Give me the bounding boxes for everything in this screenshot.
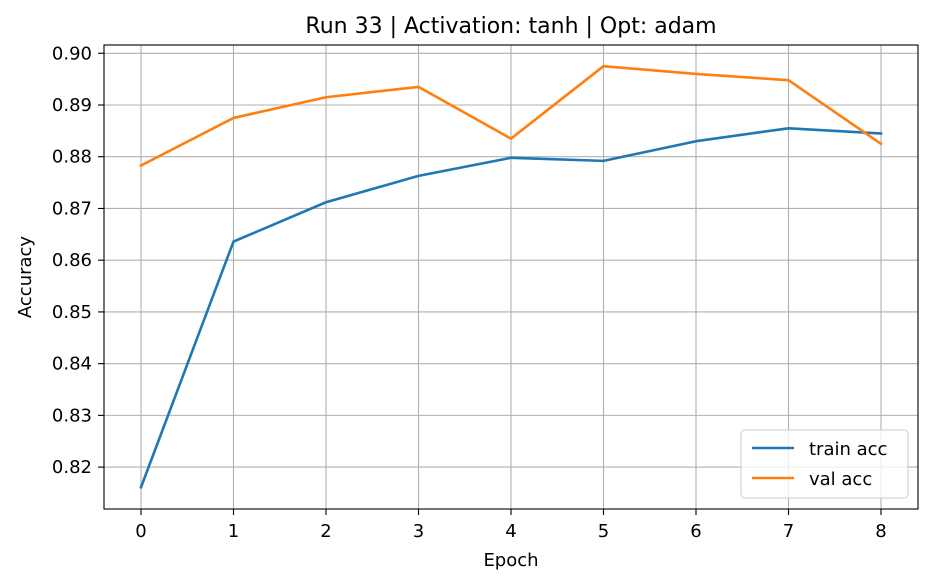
y-tick-label: 0.83: [52, 405, 92, 426]
x-tick-label: 7: [783, 521, 794, 542]
x-tick-label: 6: [690, 521, 701, 542]
axis-ticks: 0 1 2 3 4 5 6 7 8 0.82 0.83 0.84 0.85 0.86 0.87 0.88 0.8…: [52, 43, 887, 542]
y-tick-label: 0.88: [52, 147, 92, 168]
legend-label-val-acc: val acc: [809, 469, 872, 490]
y-tick-label: 0.87: [52, 198, 92, 219]
y-tick-label: 0.85: [52, 302, 92, 323]
y-tick-label: 0.90: [52, 43, 92, 64]
series-line-train-acc: [139, 126, 883, 489]
legend-label-train-acc: train acc: [809, 439, 887, 460]
legend: train acc val acc: [740, 429, 909, 499]
series-line-val-acc: [139, 64, 883, 168]
x-tick-label: 4: [505, 521, 516, 542]
x-tick-label: 2: [320, 521, 331, 542]
x-tick-label: 3: [413, 521, 424, 542]
chart-title: Run 33 | Activation: tanh | Opt: adam: [305, 14, 716, 39]
y-tick-label: 0.89: [52, 95, 92, 116]
x-tick-label: 8: [875, 521, 886, 542]
y-tick-label: 0.82: [52, 457, 92, 478]
x-tick-label: 5: [598, 521, 609, 542]
x-tick-label: 0: [135, 521, 146, 542]
series-lines: [139, 64, 883, 489]
y-tick-label: 0.84: [52, 354, 92, 375]
y-axis-label: Accuracy: [15, 236, 36, 319]
x-tick-label: 1: [228, 521, 239, 542]
y-tick-label: 0.86: [52, 250, 92, 271]
x-axis-label: Epoch: [483, 550, 538, 571]
